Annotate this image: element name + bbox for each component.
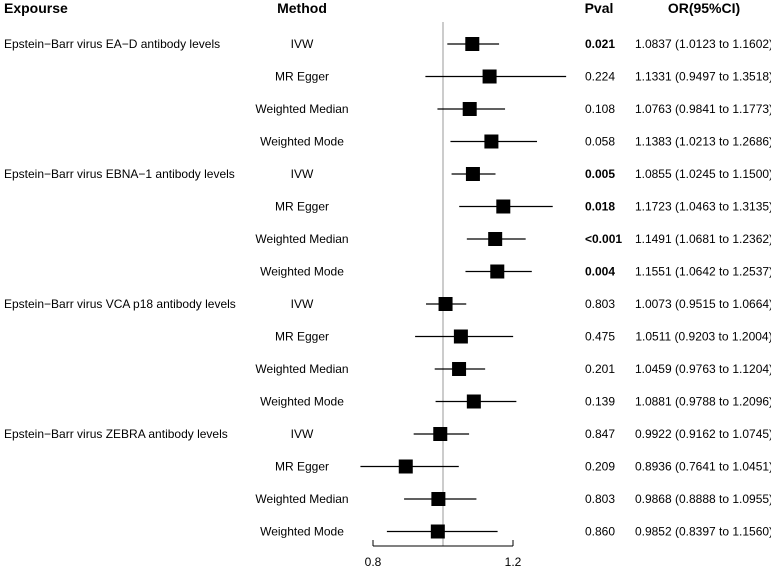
x-tick-label: 0.8 [365, 555, 382, 569]
method-label: MR Egger [275, 70, 329, 84]
table-row: MR Egger 0.209 0.8936 (0.7641 to 1.0451) [275, 459, 771, 474]
or-point-marker [496, 199, 511, 214]
x-tick-label: 1.2 [505, 555, 522, 569]
method-label: IVW [291, 297, 314, 311]
exposure-label: Epstein−Barr virus EA−D antibody levels [4, 37, 220, 51]
method-label: Weighted Mode [260, 525, 344, 539]
method-label: Weighted Median [255, 232, 348, 246]
pval-value: 0.224 [585, 70, 615, 84]
table-row: Epstein−Barr virus VCA p18 antibody leve… [4, 297, 771, 311]
exposure-label: Epstein−Barr virus EBNA−1 antibody level… [4, 167, 235, 181]
pval-value: 0.803 [585, 297, 615, 311]
table-row: Epstein−Barr virus ZEBRA antibody levels… [4, 427, 771, 441]
table-row: Epstein−Barr virus EBNA−1 antibody level… [4, 167, 771, 181]
x-axis: 0.8 1.2 [365, 540, 522, 569]
method-label: MR Egger [275, 460, 329, 474]
method-label: Weighted Mode [260, 135, 344, 149]
pval-value: 0.018 [585, 200, 615, 214]
table-row: Weighted Mode 0.139 1.0881 (0.9788 to 1.20… [260, 394, 771, 409]
exposure-label: Epstein−Barr virus VCA p18 antibody leve… [4, 297, 236, 311]
method-label: Weighted Mode [260, 265, 344, 279]
method-label: MR Egger [275, 330, 329, 344]
table-row: Weighted Mode 0.004 1.1551 (1.0642 to 1.25… [260, 264, 771, 279]
pval-value: 0.005 [585, 167, 615, 181]
method-label: IVW [291, 37, 314, 51]
method-label: MR Egger [275, 200, 329, 214]
pval-value: 0.004 [585, 265, 615, 279]
method-label: Weighted Median [255, 492, 348, 506]
or-point-marker [431, 492, 446, 506]
table-row: Weighted Mode 0.058 1.1383 (1.0213 to 1.26… [260, 134, 771, 149]
pval-value: 0.847 [585, 427, 615, 441]
or-point-marker [484, 134, 499, 149]
header-exposure: Expourse [4, 0, 68, 16]
or-point-marker [398, 459, 413, 474]
method-label: Weighted Median [255, 102, 348, 116]
or-point-marker [438, 297, 453, 311]
table-row: MR Egger 0.475 1.0511 (0.9203 to 1.2004) [275, 329, 771, 344]
table-rows: Epstein−Barr virus EA−D antibody levels I… [4, 37, 771, 539]
or-ci-value: 1.1723 (1.0463 to 1.3135) [635, 200, 771, 214]
or-point-marker [465, 167, 480, 181]
or-ci-value: 1.1491 (1.0681 to 1.2362) [635, 232, 771, 246]
table-row: Weighted Median 0.108 1.0763 (0.9841 to 1.… [255, 102, 771, 116]
pval-value: 0.475 [585, 330, 615, 344]
pval-value: 0.201 [585, 362, 615, 376]
or-point-marker [488, 232, 503, 246]
or-ci-value: 1.0837 (1.0123 to 1.1602) [635, 37, 771, 51]
or-point-marker [453, 329, 468, 344]
method-label: Weighted Mode [260, 395, 344, 409]
pval-value: 0.058 [585, 135, 615, 149]
or-ci-value: 1.1331 (0.9497 to 1.3518) [635, 70, 771, 84]
pval-value: 0.860 [585, 525, 615, 539]
or-ci-value: 1.0855 (1.0245 to 1.1500) [635, 167, 771, 181]
table-row: Weighted Mode 0.860 0.9852 (0.8397 to 1.15… [260, 524, 771, 539]
table-row: MR Egger 0.224 1.1331 (0.9497 to 1.3518) [275, 69, 771, 84]
or-ci-value: 0.8936 (0.7641 to 1.0451) [635, 460, 771, 474]
or-point-marker [433, 427, 448, 441]
or-point-marker [465, 37, 480, 51]
or-point-marker [466, 394, 481, 409]
or-ci-value: 0.9852 (0.8397 to 1.1560) [635, 525, 771, 539]
pval-value: 0.803 [585, 492, 615, 506]
pval-value: 0.209 [585, 460, 615, 474]
or-ci-value: 1.0763 (0.9841 to 1.1773) [635, 102, 771, 116]
or-ci-value: 1.1383 (1.0213 to 1.2686) [635, 135, 771, 149]
header-row: Expourse Method Pval OR(95%CI) [4, 0, 740, 16]
method-label: Weighted Median [255, 362, 348, 376]
header-or-ci: OR(95%CI) [668, 0, 740, 16]
pval-value: 0.021 [585, 37, 615, 51]
or-ci-value: 1.1551 (1.0642 to 1.2537) [635, 265, 771, 279]
or-ci-value: 1.0881 (0.9788 to 1.2096) [635, 395, 771, 409]
or-point-marker [482, 69, 497, 84]
or-ci-value: 1.0073 (0.9515 to 1.0664) [635, 297, 771, 311]
exposure-label: Epstein−Barr virus ZEBRA antibody levels [4, 427, 228, 441]
method-label: IVW [291, 167, 314, 181]
header-method: Method [277, 0, 327, 16]
table-row: Epstein−Barr virus EA−D antibody levels I… [4, 37, 771, 51]
table-row: Weighted Median 0.803 0.9868 (0.8888 to 1.… [255, 492, 771, 506]
or-ci-value: 0.9922 (0.9162 to 1.0745) [635, 427, 771, 441]
header-pval: Pval [585, 0, 614, 16]
or-ci-value: 0.9868 (0.8888 to 1.0955) [635, 492, 771, 506]
pval-value: 0.108 [585, 102, 615, 116]
or-ci-value: 1.0511 (0.9203 to 1.2004) [635, 330, 771, 344]
or-point-marker [462, 102, 477, 116]
pval-value: 0.139 [585, 395, 615, 409]
or-point-marker [430, 524, 445, 539]
or-point-marker [490, 264, 505, 279]
table-row: Weighted Median 0.201 1.0459 (0.9763 to 1.… [255, 362, 771, 376]
table-row: MR Egger 0.018 1.1723 (1.0463 to 1.3135) [275, 199, 771, 214]
pval-value: <0.001 [585, 232, 622, 246]
method-label: IVW [291, 427, 314, 441]
or-point-marker [452, 362, 467, 376]
or-ci-value: 1.0459 (0.9763 to 1.1204) [635, 362, 771, 376]
table-row: Weighted Median <0.001 1.1491 (1.0681 to 1… [255, 232, 771, 246]
